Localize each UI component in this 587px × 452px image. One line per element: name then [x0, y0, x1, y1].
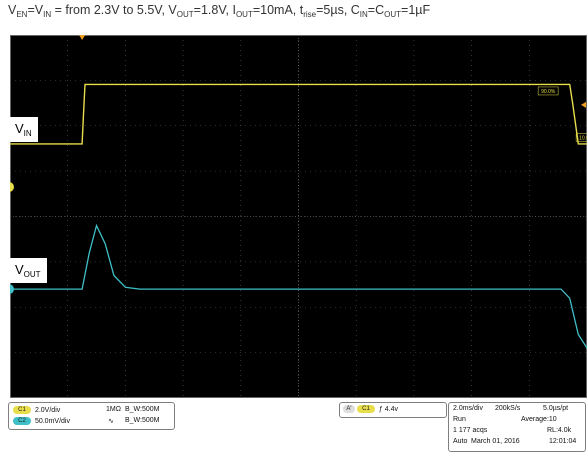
pct-90-label: 90.0% [541, 89, 556, 95]
vout-trace [10, 223, 587, 350]
vin-label: VIN [10, 117, 38, 142]
ch1-scale: 2.0V/div [34, 406, 61, 414]
title-part: =10mA, t [252, 3, 304, 17]
plot-area: 90.0%10.0%12 [10, 35, 587, 398]
title-part: OUT [235, 10, 253, 19]
vin-label-main: V [15, 121, 24, 136]
title-part: EN [16, 10, 28, 19]
vout-label-sub: OUT [23, 270, 41, 279]
vin-trace [10, 83, 587, 145]
title-part: rise [303, 10, 317, 19]
date: March 01, 2016 [471, 438, 520, 445]
title-part: = from 2.3V to 5.5V, V [51, 3, 177, 17]
title-part: =C [367, 3, 385, 17]
average-count: Average:10 [521, 416, 557, 423]
trigger-mode: Auto [453, 438, 468, 445]
chart-title: VEN=VIN = from 2.3V to 5.5V, VOUT=1.8V, … [8, 3, 430, 19]
vout-label-main: V [15, 262, 24, 277]
title-part: OUT [384, 10, 402, 19]
time: 12:01:04 [549, 438, 577, 445]
status-bar: C1 2.0V/div 1MΩ B_W:500M C2 50.0mV/div ∿… [0, 398, 587, 452]
time-per-point: 5.0µs/pt [543, 405, 569, 412]
vin-label-sub: IN [23, 129, 32, 138]
pct-10-box [575, 133, 587, 142]
trigger-a-badge: A' [343, 405, 355, 413]
ch2-badge[interactable]: C2 [13, 417, 31, 425]
trigger-level-marker [581, 101, 586, 108]
ch1-bandwidth: B_W:500M [125, 406, 160, 413]
ch2-coupling-icon: ∿ [108, 418, 114, 425]
trigger-ch-badge: C1 [356, 405, 375, 413]
pct-10-label: 10.0% [579, 135, 587, 141]
title-part: IN [359, 10, 368, 19]
ch2-bandwidth: B_W:500M [125, 417, 160, 424]
trigger-panel[interactable]: A' C1 ƒ 4.4v [339, 402, 447, 418]
title-part: =V [27, 3, 44, 17]
trigger-level: ƒ 4.4v [378, 405, 398, 413]
channel-panel: C1 2.0V/div 1MΩ B_W:500M C2 50.0mV/div ∿… [8, 402, 175, 430]
acquisition-count: 1 177 acqs [453, 427, 488, 434]
title-part: =1µF [401, 3, 431, 17]
ch1-ground-marker [10, 182, 14, 192]
title-part: =5µs, C [316, 3, 360, 17]
pct-90-box [537, 86, 559, 96]
ch2-scale: 50.0mV/div [34, 417, 70, 425]
ch1-badge[interactable]: C1 [13, 406, 31, 414]
record-length: RL:4.0k [547, 427, 572, 434]
ch1-impedance: 1MΩ [106, 406, 121, 413]
run-state: Run [453, 416, 466, 423]
title-part: IN [43, 10, 52, 19]
scope-screen: 90.0%10.0%12 VIN VOUT [10, 35, 587, 398]
acquisition-panel: 2.0ms/div 200kS/s 5.0µs/pt Run Average:1… [448, 402, 586, 452]
vout-label: VOUT [10, 258, 47, 283]
sample-rate: 200kS/s [495, 405, 521, 412]
trigger-time-marker [79, 35, 86, 40]
timebase: 2.0ms/div [453, 405, 483, 412]
title-part: V [8, 3, 17, 17]
title-part: =1.8V, I [193, 3, 236, 17]
ch2-ground-marker [10, 284, 14, 294]
title-part: OUT [176, 10, 194, 19]
